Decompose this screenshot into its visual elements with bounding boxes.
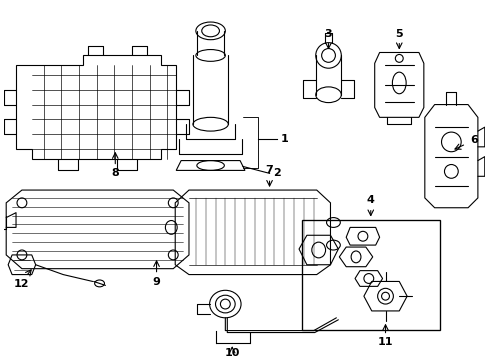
Text: 4: 4 [366, 195, 374, 205]
Text: 11: 11 [377, 337, 392, 347]
Text: 5: 5 [395, 29, 402, 39]
Text: 8: 8 [111, 168, 119, 178]
Text: 1: 1 [280, 134, 287, 144]
Text: 10: 10 [224, 348, 240, 358]
Text: 3: 3 [324, 29, 332, 39]
Text: 6: 6 [469, 135, 477, 145]
Text: 9: 9 [152, 278, 160, 287]
Bar [302, 220, 439, 330]
Text: 2: 2 [273, 168, 281, 178]
Text: 12: 12 [14, 279, 30, 289]
Text: 7: 7 [265, 165, 273, 175]
